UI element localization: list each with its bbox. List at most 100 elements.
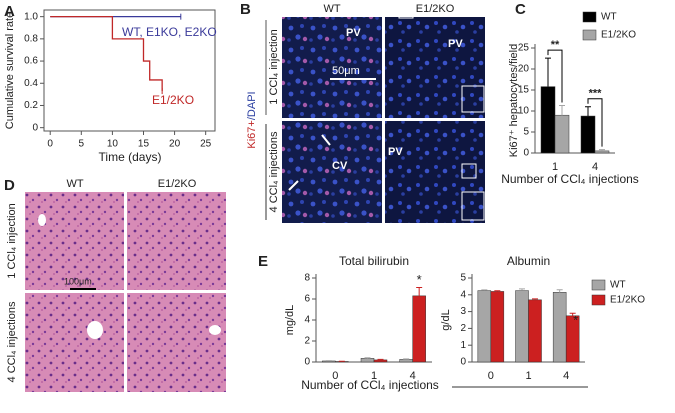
arrow: [288, 180, 299, 191]
bar: [412, 295, 426, 363]
legend-label: WT: [610, 280, 626, 291]
y-tick-label: 0.6: [24, 56, 38, 67]
error-bar: [519, 288, 525, 291]
histology: [127, 293, 226, 392]
error-bar: [364, 357, 371, 359]
legend-label: E1/2KO: [610, 295, 645, 306]
y-tick-label: 0.2: [24, 100, 38, 111]
inset-box: [461, 85, 485, 113]
significance-label: *: [573, 313, 578, 328]
chart-title: Albumin: [507, 254, 550, 268]
y-tick-label: 15: [518, 85, 530, 96]
image-label: PV: [388, 146, 403, 158]
x-tick-label: 0: [47, 139, 53, 150]
error-bar: [585, 106, 591, 117]
x-axis-title: Number of CCl₄ injections: [501, 172, 639, 186]
y-tick-label: 0: [304, 357, 310, 368]
y-tick-label: 1.0: [24, 11, 38, 22]
image-label: CV: [332, 160, 348, 172]
x-tick-label: 20: [169, 139, 181, 150]
inset-box: [398, 3, 414, 19]
x-tick-label: 15: [138, 139, 150, 150]
column-label: WT: [323, 3, 340, 15]
x-tick-label: 5: [79, 139, 85, 150]
stain-part: Ki67+: [246, 120, 258, 148]
error-bar: [569, 312, 576, 316]
error-bar: [545, 57, 551, 87]
micrograph: [282, 17, 382, 118]
significance-label: **: [551, 39, 560, 51]
vessel: [87, 321, 103, 339]
arrow: [321, 134, 331, 146]
x-tick-label: 1: [525, 370, 531, 382]
y-tick-label: 3: [460, 306, 466, 317]
series-label: E1/2KO: [152, 93, 194, 107]
bar: [552, 292, 567, 363]
image-label: PV: [448, 38, 463, 50]
inset-box: [461, 191, 485, 221]
y-tick-label: 20: [518, 64, 530, 75]
y-tick-label: 2: [460, 323, 466, 334]
error-bar: [377, 358, 384, 360]
x-tick-label: 10: [107, 139, 119, 150]
scale-label: 100μm: [64, 276, 92, 286]
y-tick-label: 0: [32, 122, 38, 133]
x-tick-label: 4: [563, 370, 569, 382]
legend-swatch: [582, 11, 597, 23]
x-tick-label: 4: [592, 161, 598, 173]
legend-swatch: [582, 29, 597, 41]
y-tick-label: 0.4: [24, 78, 38, 89]
row-label: 4 CCl₄ injections: [6, 301, 18, 382]
stain-label: Ki67+/DAPI: [246, 91, 258, 148]
histology: [25, 293, 124, 392]
x-tick-label: 1: [371, 370, 377, 382]
row-label: 1 CCl₄ injection: [268, 29, 280, 104]
error-bar: [481, 289, 488, 291]
plot-frame: [43, 9, 216, 132]
bar: [540, 86, 556, 154]
micrograph: [385, 121, 485, 223]
row-label: 1 CCl₄ injection: [6, 203, 18, 278]
survival-line: [50, 16, 163, 92]
inset-box: [461, 163, 477, 179]
y-tick-label: 5: [460, 273, 466, 284]
bar: [528, 299, 542, 363]
bar: [580, 115, 596, 154]
y-tick-label: 2: [304, 336, 310, 347]
bar: [515, 290, 529, 363]
micrograph: [385, 17, 485, 118]
x-axis-title: Time (days): [99, 150, 162, 164]
y-tick-label: 8: [304, 273, 310, 284]
bar: [490, 291, 505, 363]
histology: [127, 192, 226, 290]
bar: [594, 150, 610, 154]
y-tick-label: 4: [460, 289, 466, 300]
vessel: [38, 214, 46, 226]
x-tick-label: 4: [410, 370, 416, 382]
legend-label: WT: [601, 12, 617, 23]
bar: [399, 359, 413, 363]
vessel: [209, 325, 221, 335]
panel-label: A: [4, 3, 15, 20]
image-label: PV: [346, 27, 361, 39]
panel-label: B: [240, 1, 251, 18]
bar: [554, 114, 570, 154]
error-bar: [556, 289, 563, 293]
error-bar: [532, 298, 538, 300]
chart-title: Total bilirubin: [339, 254, 409, 268]
significance-bracket: [587, 98, 603, 147]
y-axis-title: g/dL: [440, 309, 452, 330]
x-axis-title: Number of CCl₄ injections: [301, 378, 439, 392]
significance-label: ***: [589, 88, 603, 100]
histology: [25, 192, 124, 290]
y-tick-label: 0: [523, 148, 529, 159]
y-tick-label: 5: [523, 127, 529, 138]
y-tick-label: 10: [518, 106, 530, 117]
x-tick-label: 1: [552, 161, 558, 173]
error-bar: [494, 290, 501, 292]
bar: [373, 359, 388, 363]
y-axis-title: Cumulative survival rate: [4, 12, 16, 129]
bar: [477, 290, 492, 363]
y-axis-title: Ki67⁺ hepatocytes/field: [508, 44, 520, 157]
